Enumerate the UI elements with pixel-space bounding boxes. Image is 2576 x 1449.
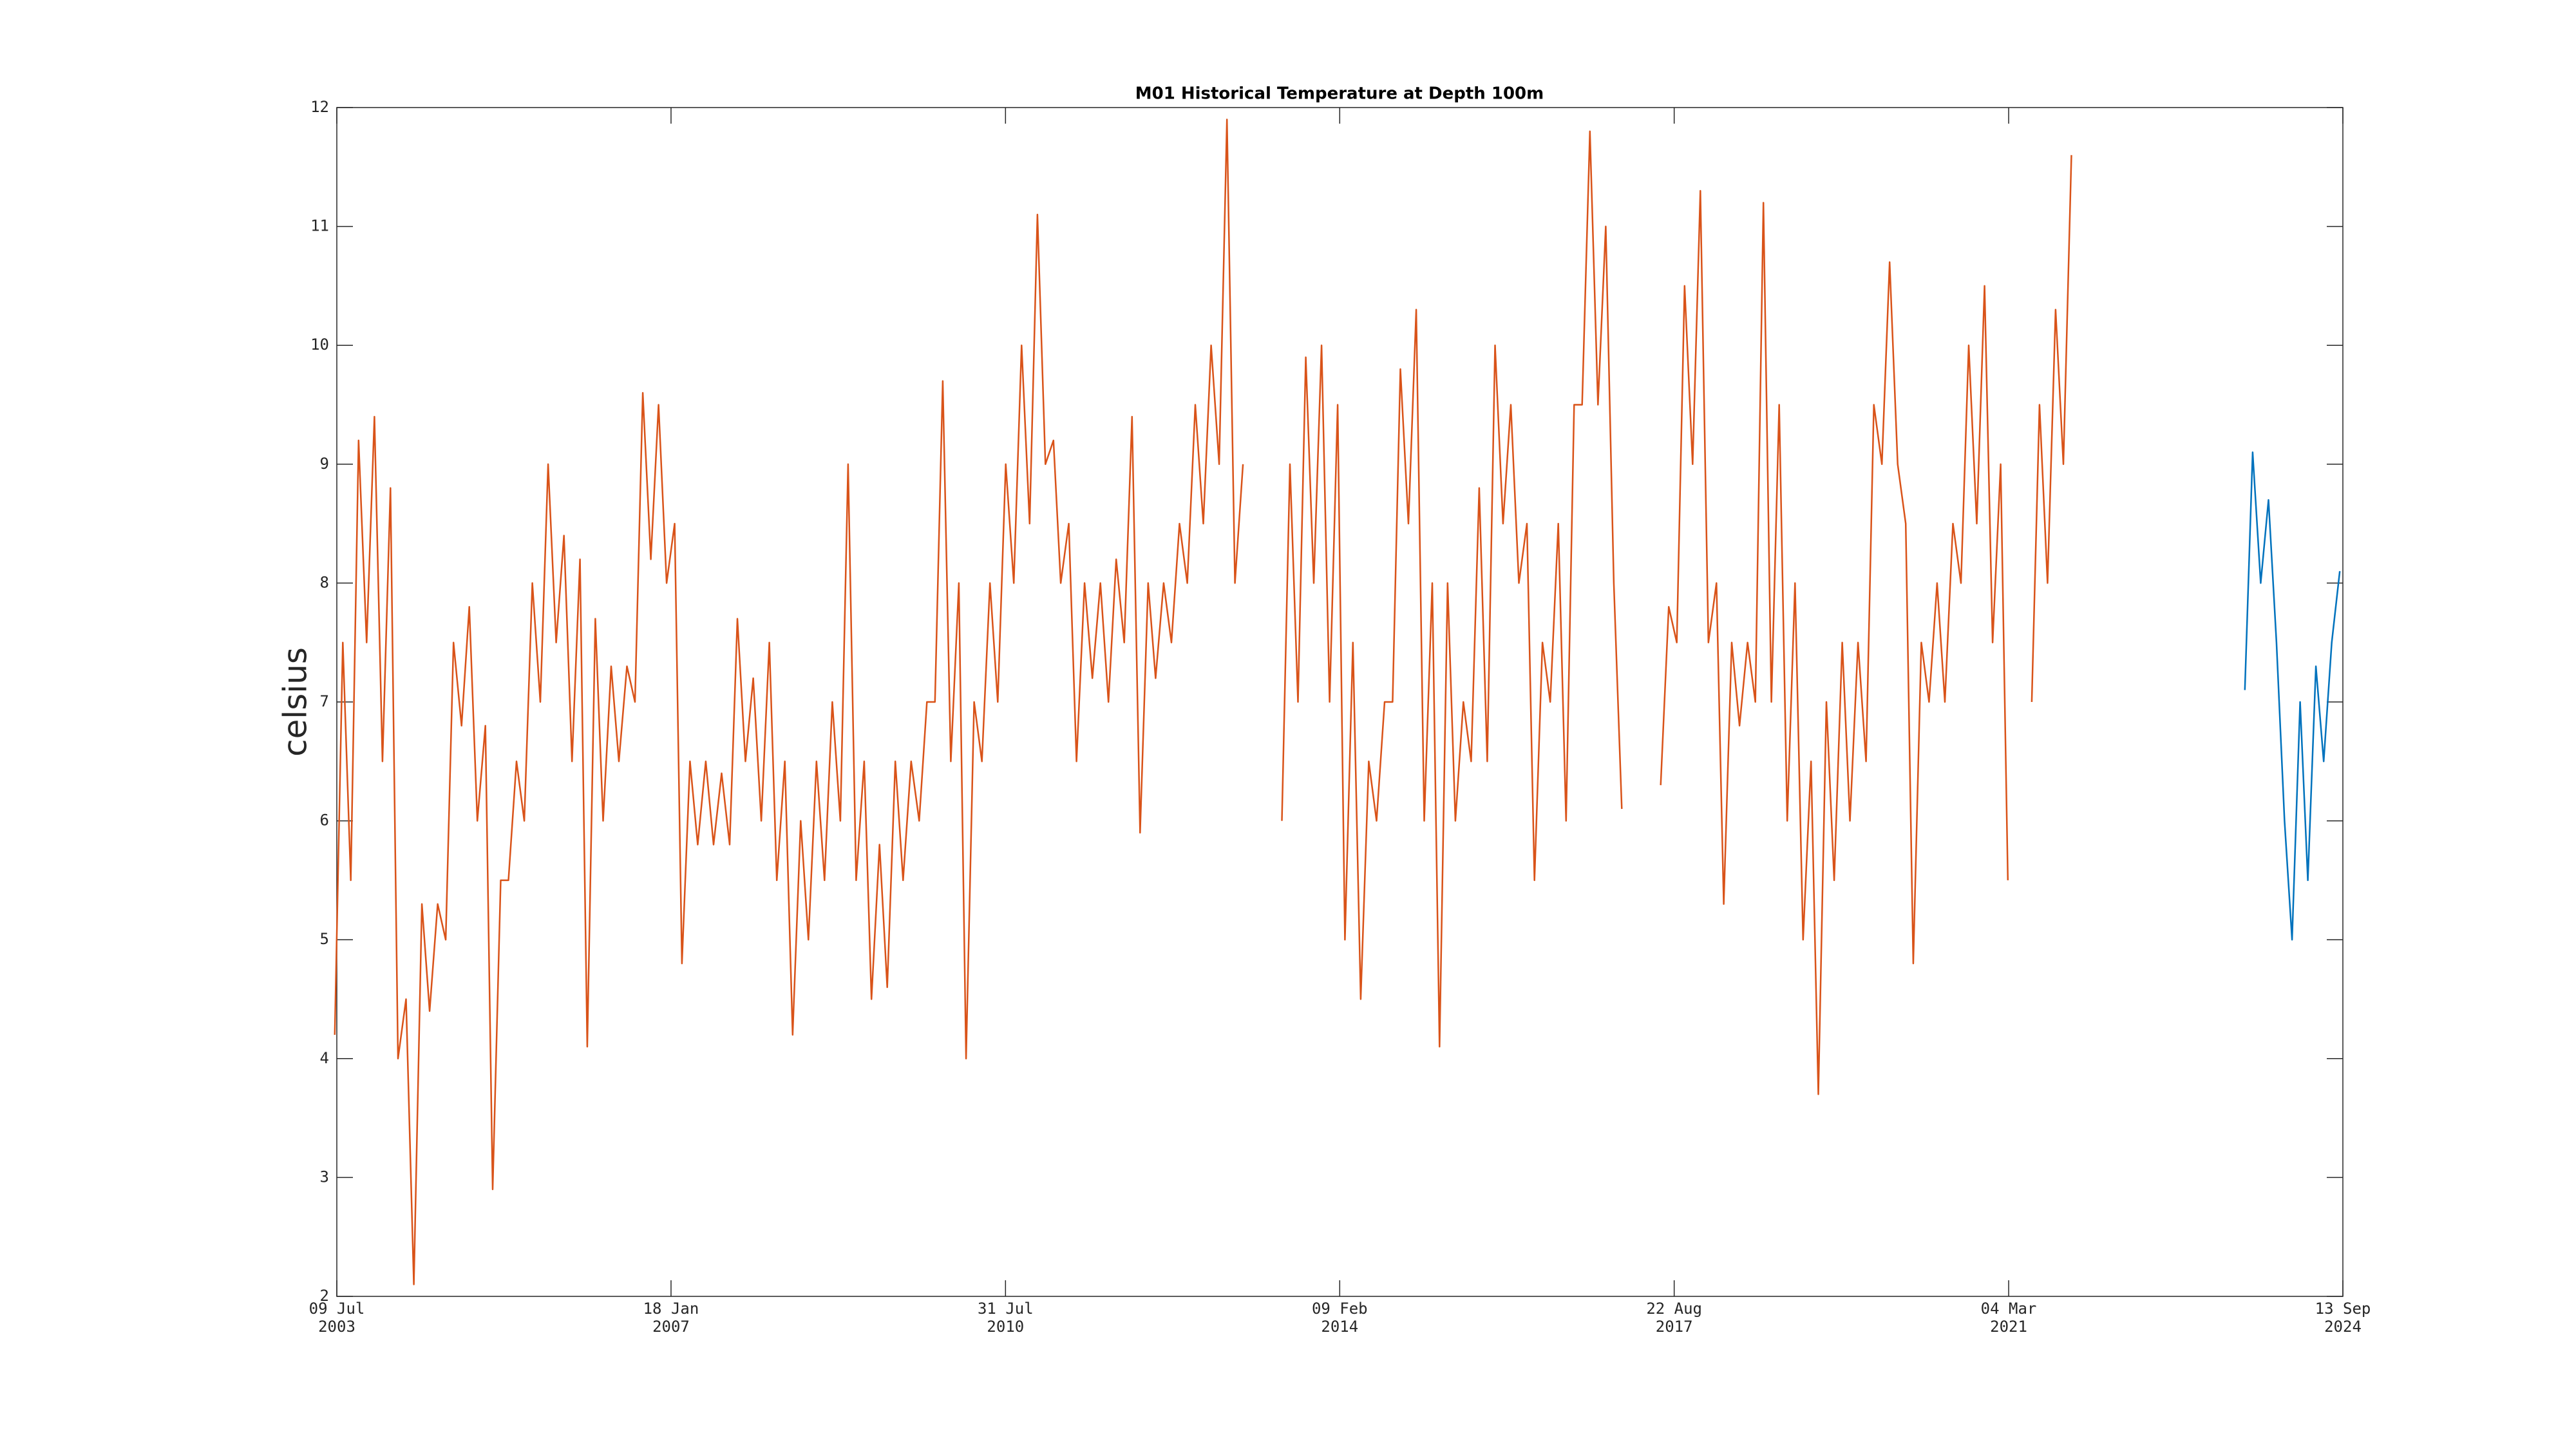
x-tick-label: 2010 bbox=[987, 1318, 1024, 1336]
x-tick-label: 09 Jul bbox=[309, 1300, 365, 1318]
y-tick-label: 5 bbox=[320, 930, 329, 948]
y-tick-label: 10 bbox=[310, 336, 329, 354]
x-tick-label: 2021 bbox=[1990, 1318, 2027, 1336]
y-tick-label: 7 bbox=[320, 692, 329, 710]
series-line bbox=[334, 118, 2072, 1285]
y-tick-label: 12 bbox=[310, 98, 329, 116]
y-tick-label: 9 bbox=[320, 455, 329, 473]
x-tick-label: 2003 bbox=[318, 1318, 355, 1336]
y-tick-label: 3 bbox=[320, 1168, 329, 1186]
y-tick-label: 2 bbox=[320, 1287, 329, 1305]
y-tick-label: 11 bbox=[310, 217, 329, 235]
chart-title: M01 Historical Temperature at Depth 100m bbox=[1135, 84, 1544, 104]
y-tick-label: 6 bbox=[320, 811, 329, 829]
x-tick-label: 2017 bbox=[1656, 1318, 1693, 1336]
x-tick-label: 18 Jan bbox=[643, 1300, 699, 1318]
x-tick-label: 2007 bbox=[652, 1318, 690, 1336]
x-tick-label: 22 Aug bbox=[1646, 1300, 1702, 1318]
y-tick-label: 8 bbox=[320, 573, 329, 591]
x-tick-label: 2024 bbox=[2324, 1318, 2362, 1336]
x-tick-label: 31 Jul bbox=[978, 1300, 1034, 1318]
x-tick-label: 04 Mar bbox=[1981, 1300, 2037, 1318]
x-tick-label: 13 Sep bbox=[2315, 1300, 2371, 1318]
x-tick-label: 09 Feb bbox=[1312, 1300, 1368, 1318]
y-tick-label: 4 bbox=[320, 1049, 329, 1067]
x-tick-label: 2014 bbox=[1321, 1318, 1358, 1336]
y-axis-label: celsius bbox=[277, 647, 314, 757]
series-line bbox=[2244, 451, 2341, 941]
